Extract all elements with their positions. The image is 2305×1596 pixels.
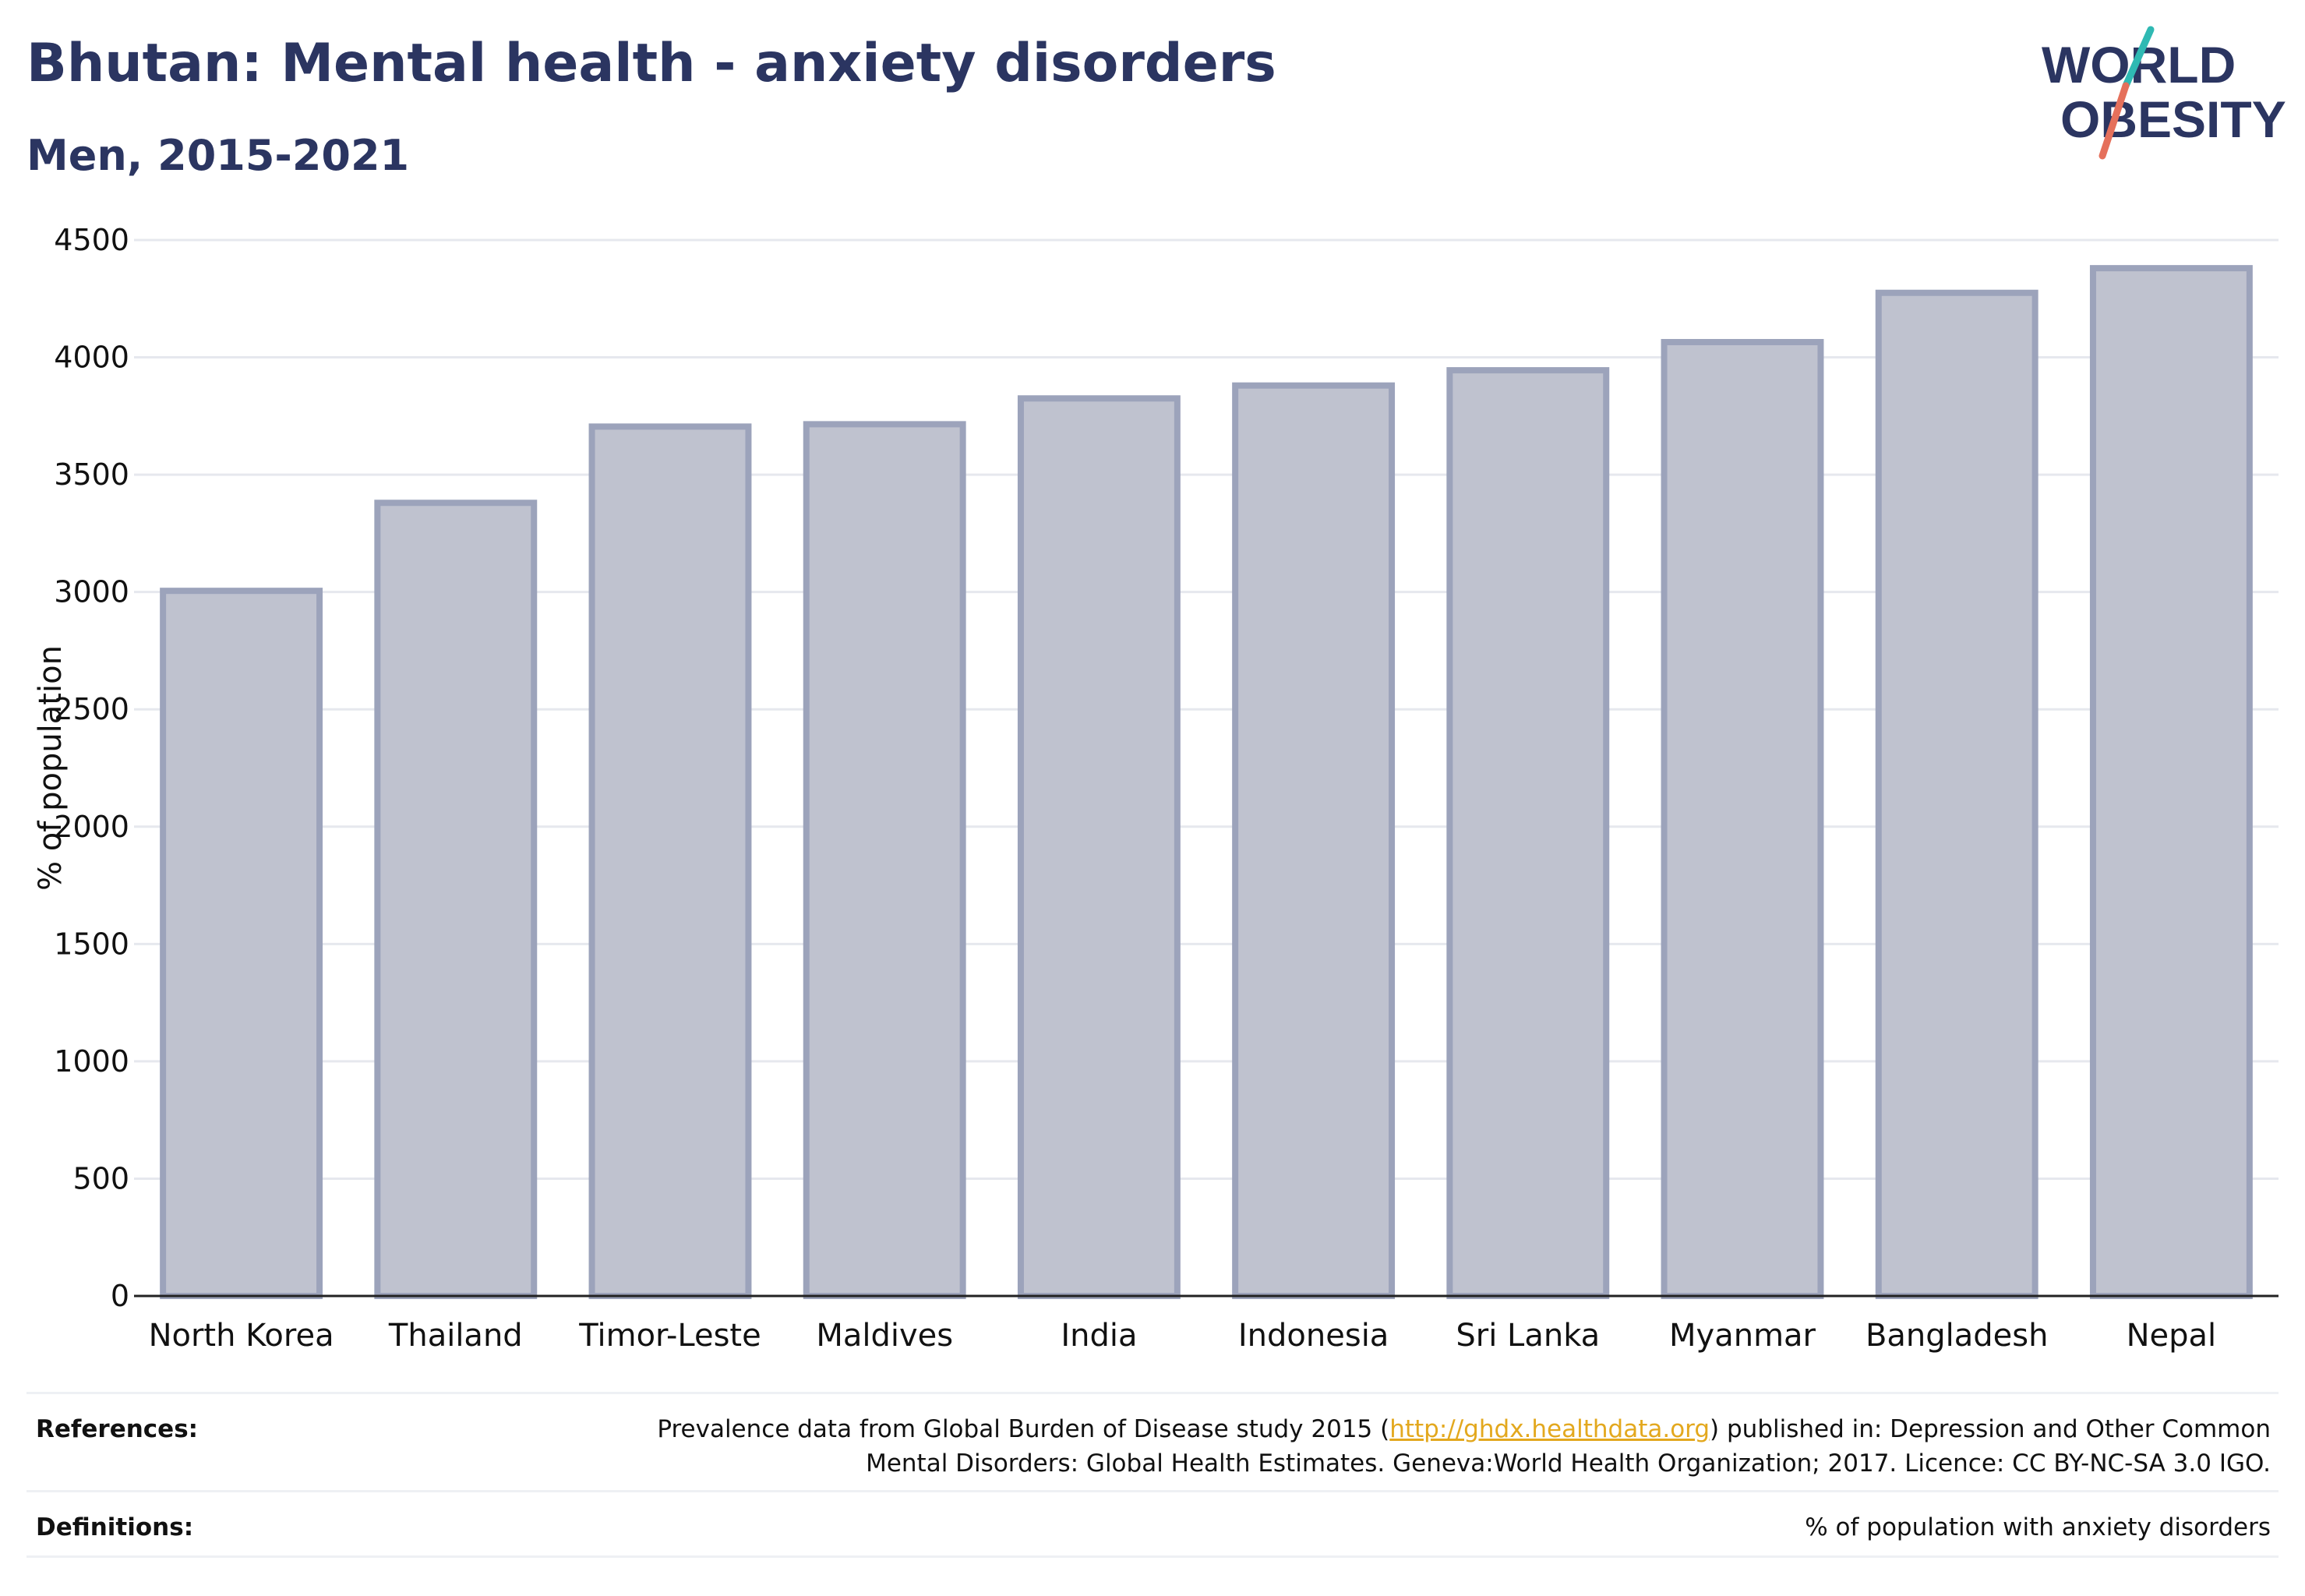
chart-subtitle: Men, 2015-2021	[26, 131, 410, 180]
x-tick-label: Timor-Leste	[578, 1318, 761, 1354]
x-tick-label: Sri Lanka	[1456, 1318, 1600, 1354]
footer-divider-middle	[26, 1490, 2279, 1492]
references-line1-post: ) published in: Depression and Other Com…	[1710, 1415, 2271, 1443]
x-tick-label: Myanmar	[1669, 1318, 1816, 1354]
y-tick-label: 4500	[54, 223, 129, 257]
bar-nepal	[2089, 265, 2253, 1300]
y-tick-label: 4000	[54, 341, 129, 375]
references-line1-pre: Prevalence data from Global Burden of Di…	[657, 1415, 1390, 1443]
bar-sri-lanka	[1446, 367, 1610, 1299]
bar-chart: 0 500 1000 1500 2000 2500 3000 3500 4000 4500 Nor…	[33, 223, 2279, 1354]
y-tick-label: 1500	[54, 927, 129, 961]
references-label: References:	[36, 1415, 199, 1443]
bar-timor-leste	[588, 423, 752, 1300]
y-tick-label: 500	[72, 1161, 129, 1195]
x-tick-label: Nepal	[2127, 1318, 2217, 1354]
logo-text-obesity: OBESITY	[2060, 90, 2286, 148]
bar-india	[1017, 395, 1181, 1299]
bar-bangladesh	[1875, 289, 2038, 1299]
bars	[160, 265, 2253, 1300]
footer-divider-bottom	[26, 1555, 2279, 1558]
x-tick-label: Maldives	[816, 1318, 953, 1354]
y-tick-label: 0	[111, 1279, 129, 1313]
x-tick-label: Bangladesh	[1866, 1318, 2049, 1354]
x-axis-ticks: North Korea Thailand Timor-Leste Maldives In…	[149, 1318, 2217, 1354]
y-tick-label: 3000	[54, 575, 129, 609]
x-tick-label: India	[1061, 1318, 1137, 1354]
references-text: Prevalence data from Global Burden of Di…	[556, 1412, 2271, 1481]
y-tick-label: 3500	[54, 457, 129, 492]
bar-maldives	[803, 421, 966, 1299]
y-axis-label: % of population	[33, 645, 69, 891]
y-tick-label: 1000	[54, 1044, 129, 1079]
logo-slash-teal	[2122, 26, 2155, 90]
footer-divider-top	[26, 1392, 2279, 1394]
bar-indonesia	[1232, 382, 1396, 1300]
world-obesity-logo: WORLD OBESITY	[2042, 26, 2286, 160]
y-tick-label: 2500	[54, 692, 129, 726]
references-line2: Mental Disorders: Global Health Estimate…	[866, 1449, 2271, 1478]
bar-thailand	[374, 500, 538, 1299]
bar-myanmar	[1661, 338, 1824, 1300]
definitions-label: Definitions:	[36, 1513, 194, 1541]
chart-title: Bhutan: Mental health - anxiety disorder…	[26, 33, 1276, 94]
bar-north-korea	[160, 588, 323, 1299]
x-tick-label: North Korea	[149, 1318, 334, 1354]
x-tick-label: Thailand	[388, 1318, 523, 1354]
y-tick-label: 2000	[54, 810, 129, 844]
logo-slash-coral	[2099, 82, 2130, 160]
definitions-text: % of population with anxiety disorders	[1805, 1513, 2271, 1541]
references-link[interactable]: http://ghdx.healthdata.org	[1389, 1415, 1710, 1443]
x-tick-label: Indonesia	[1238, 1318, 1389, 1354]
y-axis-ticks: 0 500 1000 1500 2000 2500 3000 3500 4000 4500	[54, 223, 129, 1313]
